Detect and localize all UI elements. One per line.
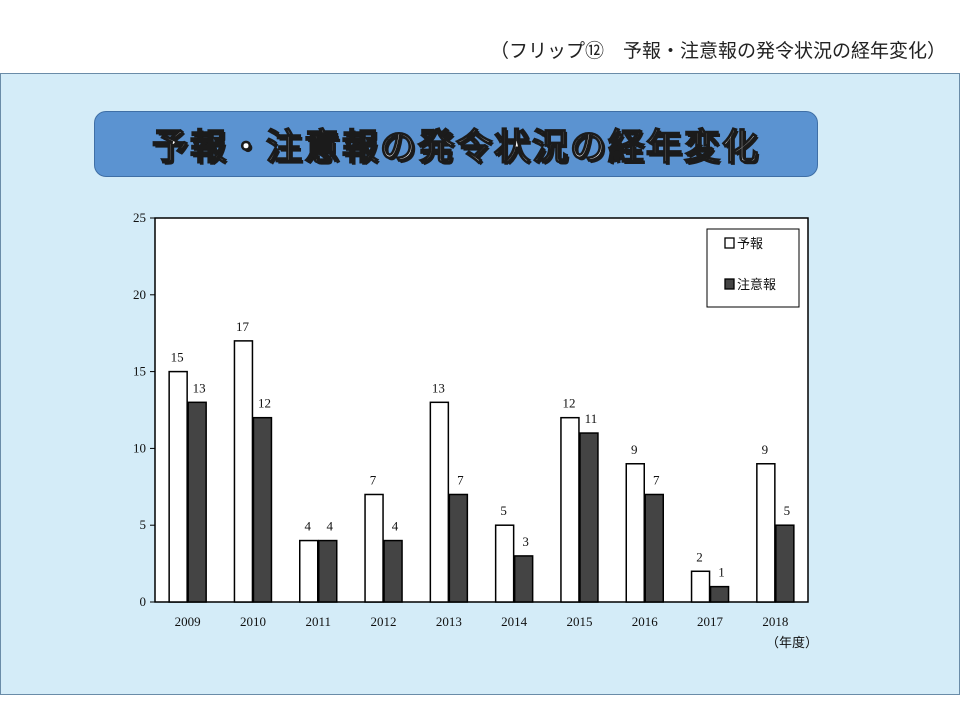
data-label: 7 [370,472,377,487]
bar-forecast [299,539,319,603]
data-label: 5 [500,503,507,518]
data-label: 4 [305,519,312,534]
data-label: 4 [327,519,334,534]
y-tick-label: 10 [133,440,146,455]
x-axis-unit-label: （年度） [766,635,818,651]
data-label: 12 [562,396,575,411]
data-label: 3 [522,534,529,549]
y-tick-label: 25 [133,210,146,225]
data-label: 7 [457,472,464,487]
bar-advisory [513,555,534,603]
legend-swatch [724,278,735,290]
data-label: 13 [193,380,206,395]
legend-swatch [724,237,735,249]
data-label: 5 [784,503,791,518]
bar-forecast [364,493,384,603]
y-axis: 0 5 10 15 20 25 [133,210,155,609]
y-tick-label: 20 [133,287,146,302]
bar-advisory [252,416,273,603]
bar-series [168,340,795,603]
y-tick-label: 15 [133,364,146,379]
bar-forecast [168,370,188,603]
bar-advisory [318,539,338,603]
legend-box [706,228,800,308]
data-label: 13 [432,380,445,395]
data-label: 2 [696,549,703,564]
x-tick-label: 2009 [175,614,201,629]
bar-advisory [383,539,403,603]
data-label: 4 [392,519,399,534]
bar-advisory [644,493,664,603]
legend-label: 予報 [737,237,763,252]
x-tick-label: 2010 [240,614,266,629]
x-axis: 2009 2010 2011 2012 2013 2014 2015 2016 2017 2018 [175,614,789,629]
data-label: 9 [762,442,769,457]
y-tick-label: 0 [140,594,147,609]
data-label: 12 [258,396,271,411]
data-label: 1 [718,565,725,580]
bar-advisory [709,585,730,603]
data-label: 11 [585,411,598,426]
data-label: 17 [236,319,250,334]
data-label: 9 [631,442,638,457]
x-tick-label: 2018 [762,614,788,629]
bar-advisory [187,401,207,603]
x-tick-label: 2012 [371,614,397,629]
y-tick-label: 5 [140,517,147,532]
title-banner: 予報・注意報の発令状況の経年変化 [94,111,818,177]
x-tick-label: 2016 [632,614,659,629]
bar-forecast [233,340,254,603]
x-tick-label: 2013 [436,614,462,629]
x-tick-label: 2011 [305,614,331,629]
slide-header-caption: （フリップ⑫ 予報・注意報の発令状況の経年変化） [489,40,946,62]
bar-forecast [756,463,776,603]
banner-title: 予報・注意報の発令状況の経年変化 [151,126,760,169]
bar-forecast [690,570,711,603]
bar-advisory [775,524,795,603]
bar-forecast [494,524,515,603]
bar-advisory [579,432,599,603]
x-tick-label: 2015 [566,614,592,629]
bar-forecast [625,463,645,603]
x-tick-label: 2014 [501,614,528,629]
x-tick-label: 2017 [697,614,724,629]
bar-forecast [429,401,450,603]
data-label: 15 [171,350,184,365]
legend-label: 注意報 [737,277,776,293]
bar-advisory [448,493,469,603]
data-label: 7 [653,472,660,487]
bar-forecast [560,416,580,603]
